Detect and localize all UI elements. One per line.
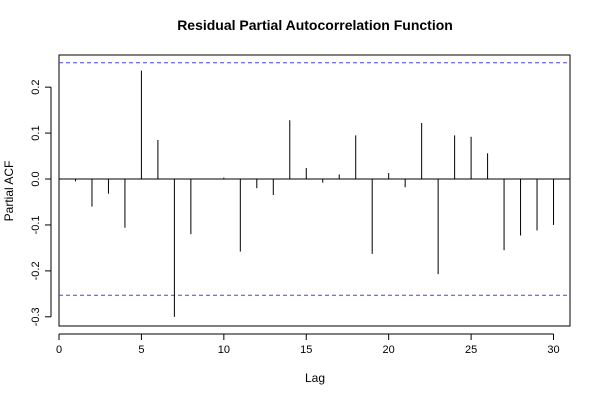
x-tick-label-20: 20 — [383, 344, 395, 356]
x-tick-label-0: 0 — [56, 344, 62, 356]
x-tick-label-30: 30 — [547, 344, 559, 356]
y-tick-label--0.2: -0.2 — [30, 261, 42, 280]
x-tick-label-25: 25 — [465, 344, 477, 356]
x-axis-label: Lag — [305, 371, 325, 385]
y-tick-label--0.1: -0.1 — [30, 215, 42, 234]
y-tick-label-0.1: 0.1 — [30, 125, 42, 140]
x-tick-label-15: 15 — [300, 344, 312, 356]
chart-title: Residual Partial Autocorrelation Functio… — [177, 17, 453, 33]
y-tick-label-0.2: 0.2 — [30, 80, 42, 95]
y-axis-label: Partial ACF — [2, 161, 16, 222]
plot-frame — [58, 54, 571, 327]
x-tick-label-10: 10 — [218, 344, 230, 356]
x-tick-label-5: 5 — [138, 344, 144, 356]
y-tick-label--0.3: -0.3 — [30, 307, 42, 326]
y-tick-label-0: 0.0 — [30, 171, 42, 186]
